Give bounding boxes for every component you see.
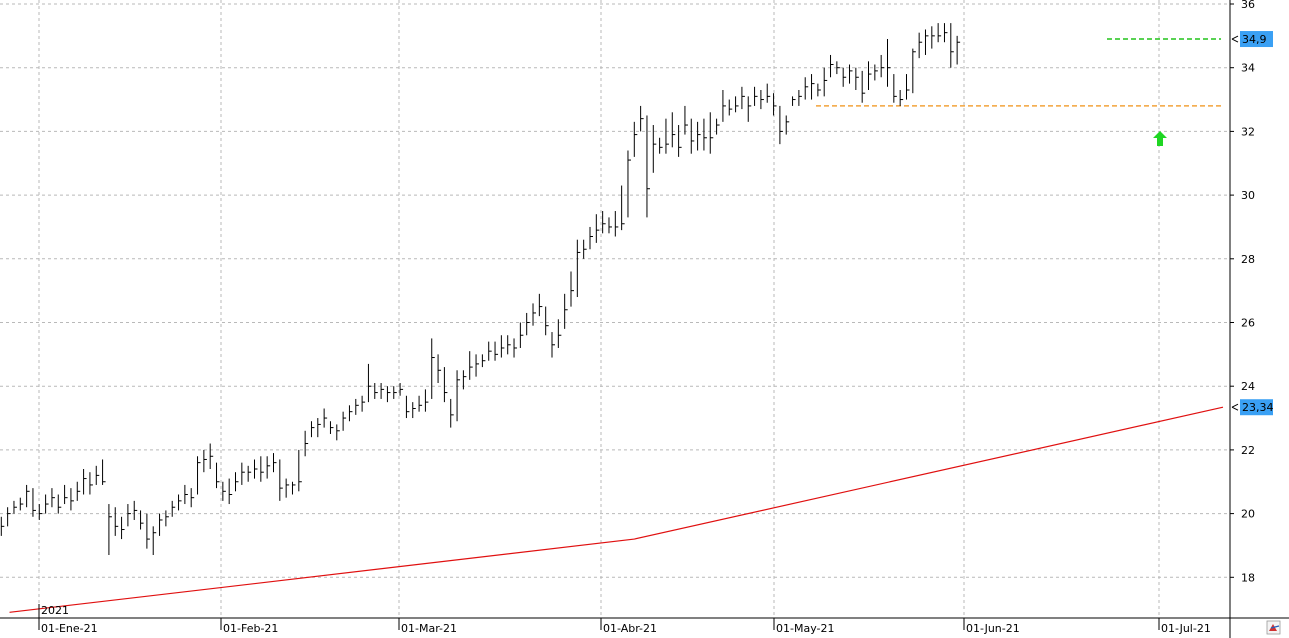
x-tick-label: 01-Feb-21 — [223, 622, 278, 635]
y-tick-label: 36 — [1241, 0, 1255, 11]
y-tick-label: 32 — [1241, 125, 1255, 138]
resistance-tag-pointer — [1231, 35, 1239, 43]
y-tick-label: 34 — [1241, 62, 1255, 75]
corner-logo-stroke — [1270, 625, 1280, 629]
up-arrow-icon — [1153, 130, 1167, 146]
ma-tag-label: 23,34 — [1242, 401, 1274, 414]
x-tick-label: 01-Mar-21 — [401, 622, 457, 635]
annotations: 34,9 23,34 — [1153, 31, 1281, 635]
moving-average-polyline — [9, 406, 1224, 613]
x-axis: 01-Ene-21 01-Feb-21 01-Mar-21 01-Abr-21 01-M… — [0, 604, 1289, 635]
grid-lines — [0, 0, 1230, 618]
y-tick-label: 30 — [1241, 189, 1255, 202]
resistance-tag-label: 34,9 — [1242, 33, 1267, 46]
y-tick-label: 28 — [1241, 253, 1255, 266]
ma-tag-box — [1240, 399, 1273, 416]
y-tick-label: 20 — [1241, 508, 1255, 521]
price-bars — [0, 23, 961, 556]
x-tick-label: 01-Ene-21 — [41, 622, 98, 635]
x-tick-label: 01-Jul-21 — [1161, 622, 1211, 635]
moving-average-line — [9, 406, 1224, 613]
y-tick-label: 18 — [1241, 571, 1255, 584]
x-tick-label: 01-May-21 — [776, 622, 834, 635]
y-tick-label: 22 — [1241, 444, 1255, 457]
x-tick-label: 01-Jun-21 — [966, 622, 1020, 635]
ma-tag-pointer — [1231, 403, 1239, 411]
y-tick-label: 26 — [1241, 317, 1255, 330]
y-tick-label: 24 — [1241, 380, 1255, 393]
year-label: 2021 — [41, 604, 69, 617]
resistance-tag-box — [1240, 31, 1273, 48]
x-tick-label: 01-Abr-21 — [603, 622, 657, 635]
corner-logo-icon — [1266, 620, 1281, 635]
y-axis: 18 20 22 24 26 28 30 32 34 36 — [1229, 0, 1255, 638]
horizontal-levels — [816, 38, 1221, 107]
